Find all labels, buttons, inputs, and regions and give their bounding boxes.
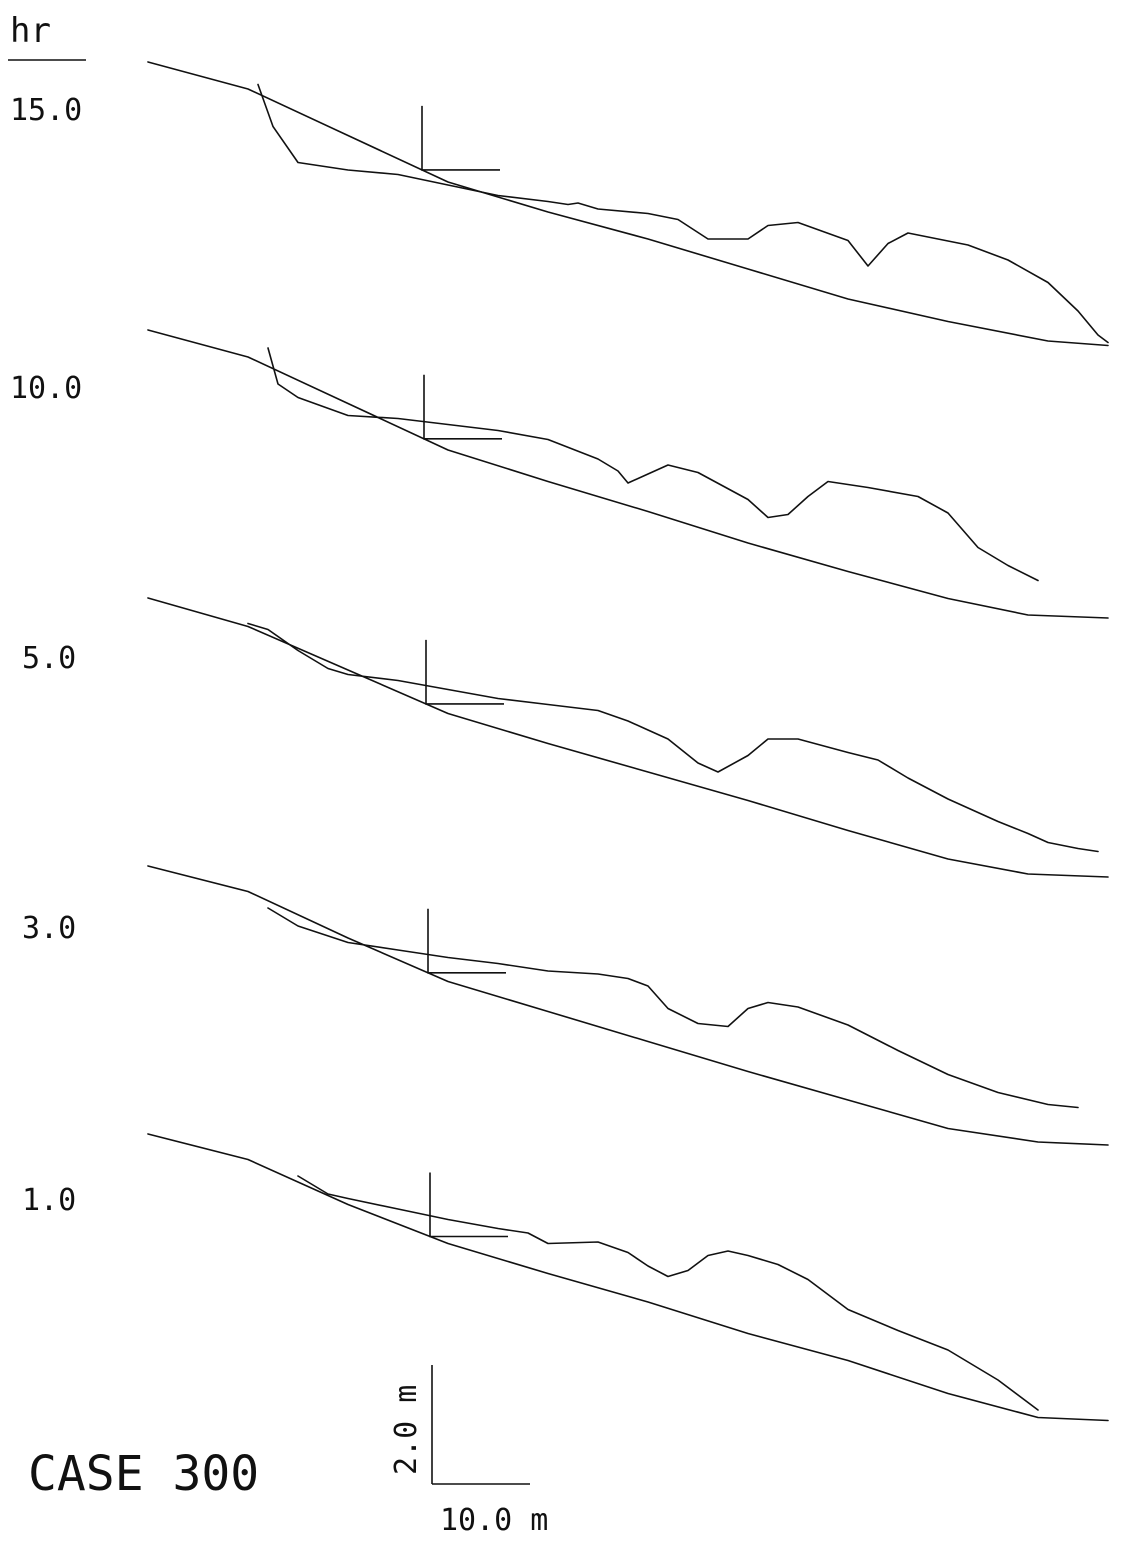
bed-profile-line [268, 348, 1038, 581]
bed-profile-line [248, 624, 1098, 852]
bed-profile-line [298, 1176, 1038, 1410]
initial-profile-line [148, 598, 1108, 877]
profile-panel: 5.0 [22, 598, 1108, 877]
bed-profile-line [268, 908, 1078, 1108]
profile-panels: 15.0 10.0 5.0 3.0 1.0 [10, 62, 1108, 1421]
profile-panel: 10.0 [10, 330, 1108, 618]
initial-profile-line [148, 330, 1108, 618]
profile-panel: 3.0 [22, 866, 1108, 1145]
water-level-marker [422, 106, 500, 170]
time-label: 10.0 [10, 371, 82, 406]
scale-bar-vertical-label: 2.0 m [389, 1385, 424, 1475]
initial-profile-line [148, 1134, 1108, 1421]
time-label: 5.0 [22, 641, 76, 676]
scale-bar-horizontal-label: 10.0 m [440, 1503, 548, 1538]
time-label: 3.0 [22, 911, 76, 946]
time-label: 1.0 [22, 1183, 76, 1218]
profile-panel: 1.0 [22, 1134, 1108, 1421]
y-axis-title: hr [10, 11, 51, 51]
scale-bar: 2.0 m 10.0 m [389, 1365, 548, 1538]
water-level-marker [426, 640, 504, 704]
time-label: 15.0 [10, 93, 82, 128]
water-level-marker [430, 1173, 508, 1237]
initial-profile-line [148, 62, 1108, 346]
initial-profile-line [148, 866, 1108, 1145]
bed-profile-line [258, 85, 1108, 343]
profile-panel: 15.0 [10, 62, 1108, 346]
case-caption: CASE 300 [28, 1446, 259, 1502]
